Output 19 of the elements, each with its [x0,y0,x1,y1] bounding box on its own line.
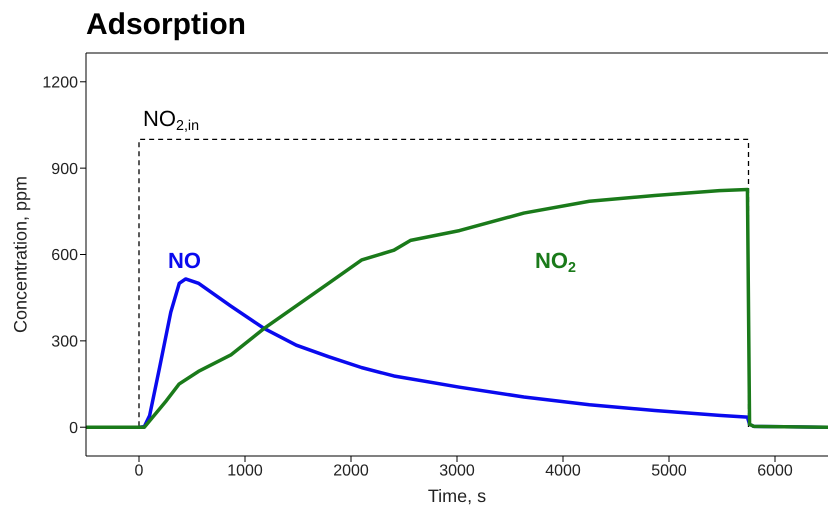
series-label: NO$_{2,in}$ [143,106,200,134]
x-tick-label: 4000 [545,462,581,480]
chart-title: Adsorption [86,8,247,42]
x-tick-label: 2000 [333,462,369,480]
series-label: NO$_{2}$ [535,248,576,276]
y-tick-label: 300 [51,334,78,351]
y-tick-label: 1200 [42,74,78,92]
series-label: NO [168,248,201,273]
y-axis-title: Concentration, ppm [10,176,30,334]
x-axis-title: Time, s [428,486,486,506]
x-tick-label: 0 [134,462,144,480]
y-tick-label: 900 [51,160,78,178]
x-tick-label: 1000 [227,462,263,480]
line-series [86,188,828,429]
x-tick-label: 3000 [439,462,475,480]
x-tick-label: 5000 [651,462,687,480]
y-tick-label: 0 [69,420,78,437]
y-tick-label: 600 [51,247,78,264]
x-tick-label: 6000 [757,462,793,480]
